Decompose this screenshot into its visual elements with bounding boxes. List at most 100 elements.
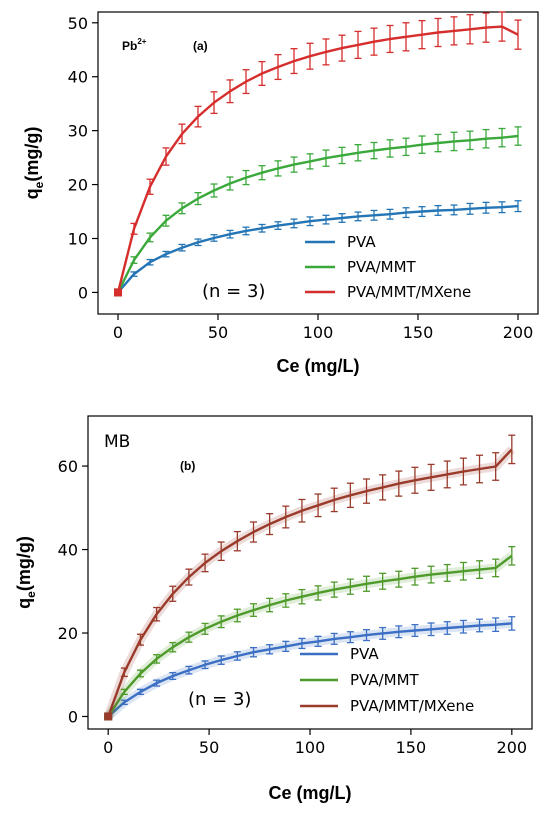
data-point-origin bbox=[104, 712, 113, 721]
error-bar bbox=[290, 156, 298, 173]
error-bar bbox=[363, 629, 371, 642]
series-line bbox=[116, 25, 519, 293]
sample-size-annotation: (n = 3) bbox=[188, 689, 251, 710]
series-line bbox=[107, 622, 512, 718]
error-bar bbox=[217, 615, 225, 629]
error-bar bbox=[482, 128, 490, 149]
error-bar bbox=[258, 165, 266, 181]
error-bar bbox=[169, 585, 177, 602]
x-tick-label: 50 bbox=[199, 738, 219, 757]
error-bar bbox=[498, 201, 506, 214]
error-bar bbox=[120, 699, 128, 706]
error-bar bbox=[298, 637, 306, 650]
y-axis-label: qe(mg/g) bbox=[22, 127, 46, 200]
error-bar bbox=[266, 597, 274, 613]
error-bar bbox=[146, 232, 154, 243]
error-bar bbox=[290, 218, 298, 229]
error-bar bbox=[136, 633, 144, 646]
x-tick-label: 100 bbox=[295, 738, 326, 757]
x-tick-label: 150 bbox=[403, 323, 434, 342]
error-bar bbox=[178, 123, 186, 145]
error-bar bbox=[346, 578, 354, 595]
x-tick-label: 150 bbox=[396, 738, 427, 757]
error-bar bbox=[282, 505, 290, 529]
species-name: Pb bbox=[122, 39, 137, 53]
error-bar bbox=[476, 618, 484, 633]
error-bar bbox=[418, 135, 426, 154]
error-bar bbox=[130, 271, 138, 277]
error-bar bbox=[354, 211, 362, 222]
series-line bbox=[117, 204, 519, 294]
error-bar bbox=[136, 669, 144, 678]
error-bar bbox=[169, 641, 177, 653]
error-bar bbox=[210, 183, 218, 198]
error-bar bbox=[402, 22, 410, 52]
error-bar bbox=[498, 11, 506, 42]
y-axis-label: qe(mg/g) bbox=[14, 536, 38, 609]
error-bar bbox=[322, 38, 330, 66]
error-bar bbox=[370, 141, 378, 160]
y-axis-label-q: q bbox=[14, 598, 34, 609]
y-tick-label: 0 bbox=[78, 283, 88, 302]
series-pva-mmt bbox=[104, 545, 516, 721]
error-bar bbox=[201, 660, 209, 670]
error-bar bbox=[162, 147, 170, 166]
error-bar bbox=[194, 238, 202, 247]
x-tick-label: 200 bbox=[503, 323, 534, 342]
error-bar bbox=[476, 454, 484, 484]
y-tick-label: 20 bbox=[68, 176, 88, 195]
error-bar bbox=[314, 635, 322, 648]
error-bar bbox=[482, 12, 490, 43]
error-bar bbox=[492, 558, 500, 578]
error-bar bbox=[434, 204, 442, 216]
error-bar bbox=[194, 192, 202, 206]
error-bar bbox=[226, 176, 234, 191]
x-axis-label: Ce (mg/L) bbox=[277, 356, 360, 376]
error-bar bbox=[258, 223, 266, 233]
error-bar bbox=[411, 567, 419, 586]
error-bar bbox=[266, 513, 274, 536]
chart-panel-b: 0 50 100 150 200 0 20 40 60 Ce (mg/L) qe(mg/g) PVA P… bbox=[14, 415, 533, 803]
error-bar bbox=[322, 149, 330, 167]
error-bar bbox=[466, 202, 474, 215]
y-axis-label-units: (mg/g) bbox=[22, 127, 42, 182]
error-bar bbox=[153, 679, 161, 687]
y-axis-label-units: (mg/g) bbox=[14, 536, 34, 591]
error-bar bbox=[249, 603, 257, 617]
error-bar bbox=[386, 24, 394, 54]
error-bar bbox=[434, 133, 442, 153]
error-bar bbox=[169, 672, 177, 680]
error-bar bbox=[338, 146, 346, 165]
error-bar bbox=[443, 563, 451, 582]
error-bar bbox=[395, 470, 403, 497]
sample-size-annotation: (n = 3) bbox=[202, 281, 265, 302]
y-axis-label-sub: e bbox=[24, 591, 38, 598]
plot-frame bbox=[97, 11, 539, 315]
error-bar bbox=[274, 160, 282, 177]
error-bar bbox=[217, 541, 225, 562]
error-bar bbox=[411, 624, 419, 638]
error-bar bbox=[226, 79, 234, 104]
error-bar bbox=[162, 250, 170, 258]
y-axis-label-q: q bbox=[22, 188, 42, 199]
species-label: Pb2+ bbox=[122, 37, 147, 53]
error-bar bbox=[354, 144, 362, 162]
species-charge: 2+ bbox=[137, 37, 146, 46]
error-bar bbox=[386, 208, 394, 220]
series-line bbox=[116, 134, 519, 293]
series-line bbox=[107, 448, 513, 717]
y-tick-label: 20 bbox=[58, 624, 78, 643]
error-bar bbox=[185, 568, 193, 586]
legend-entry: PVA/MMT/MXene bbox=[350, 697, 474, 715]
y-tick-label: 60 bbox=[58, 457, 78, 476]
y-tick-label: 0 bbox=[68, 707, 78, 726]
y-tick-label: 40 bbox=[58, 541, 78, 560]
error-bar bbox=[418, 19, 426, 50]
error-bar bbox=[346, 482, 354, 509]
error-bar bbox=[338, 34, 346, 62]
error-bar bbox=[314, 493, 322, 518]
legend-entry: PVA/MMT/MXene bbox=[347, 283, 471, 301]
error-bar bbox=[322, 214, 330, 225]
error-bar bbox=[146, 258, 154, 266]
